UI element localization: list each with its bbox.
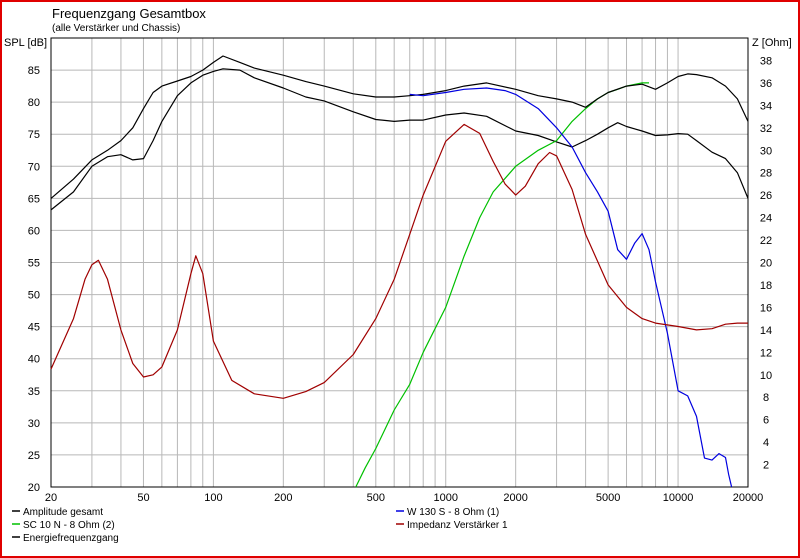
y-tick-label: 80 (28, 97, 40, 109)
x-tick-label: 5000 (596, 492, 620, 504)
legend-label: SC 10 N - 8 Ohm (2) (23, 520, 115, 531)
y-tick-label: 50 (28, 290, 40, 302)
y-tick-label: 25 (28, 450, 40, 462)
y-tick-label: 60 (28, 225, 40, 237)
y-tick-label: 70 (28, 161, 40, 173)
series-line-4 (50, 123, 748, 399)
y-tick-label: 30 (28, 418, 40, 430)
x-tick-labels: 20 50 100 200 500 1000 2000 5000 10000 20000 (45, 492, 763, 504)
chart-subtitle: (alle Verstärker und Chassis) (52, 23, 180, 34)
y-tick-label: 20 (28, 482, 40, 494)
y2-tick-label: 4 (763, 437, 769, 449)
y2-tick-label: 20 (760, 258, 772, 270)
y2-tick-label: 38 (760, 55, 772, 67)
y2-tick-label: 8 (763, 392, 769, 404)
x-tick-label: 50 (137, 492, 149, 504)
chart-title: Frequenzgang Gesamtbox (52, 6, 206, 21)
y2-tick-label: 16 (760, 302, 772, 314)
legend-label: W 130 S - 8 Ohm (1) (407, 507, 499, 518)
y-tick-labels: 20 25 30 35 40 45 50 55 60 65 70 75 80 85 (28, 65, 40, 494)
x-tick-label: 20000 (733, 492, 764, 504)
y2-tick-label: 22 (760, 235, 772, 247)
y-tick-label: 75 (28, 129, 40, 141)
legend: Amplitude gesamt SC 10 N - 8 Ohm (2) Energ… (12, 507, 508, 544)
x-tick-label: 1000 (433, 492, 457, 504)
y2-tick-label: 24 (760, 213, 772, 225)
y-tick-label: 65 (28, 193, 40, 205)
y2-tick-label: 6 (763, 415, 769, 427)
series-line-1 (355, 82, 649, 488)
y-tick-label: 55 (28, 258, 40, 270)
series-lines (50, 55, 749, 488)
legend-label: Impedanz Verstärker 1 (407, 520, 508, 531)
y2-tick-label: 30 (760, 145, 772, 157)
y2-tick-label: 34 (760, 100, 772, 112)
series-line-0 (50, 68, 749, 211)
x-tick-label: 500 (367, 492, 385, 504)
grid (50, 38, 749, 487)
y2-axis-label: Z [Ohm] (752, 37, 792, 49)
x-tick-label: 2000 (503, 492, 527, 504)
y-tick-label: 45 (28, 322, 40, 334)
y2-tick-label: 14 (760, 325, 772, 337)
y-axis-label: SPL [dB] (4, 37, 47, 49)
y2-tick-label: 32 (760, 123, 772, 135)
plot-area (50, 37, 749, 488)
y2-tick-label: 12 (760, 347, 772, 359)
y2-tick-label: 28 (760, 168, 772, 180)
series-line-3 (409, 87, 733, 488)
y2-tick-label: 2 (763, 460, 769, 472)
x-tick-label: 200 (274, 492, 292, 504)
series-line-2 (50, 55, 749, 199)
y2-tick-label: 36 (760, 78, 772, 90)
y-tick-label: 35 (28, 386, 40, 398)
x-tick-label: 100 (204, 492, 222, 504)
y2-tick-label: 18 (760, 280, 772, 292)
y-tick-label: 40 (28, 354, 40, 366)
y2-tick-label: 26 (760, 190, 772, 202)
x-tick-label: 10000 (663, 492, 694, 504)
legend-label: Energiefrequenzgang (23, 533, 119, 544)
legend-label: Amplitude gesamt (23, 507, 103, 518)
y-tick-label: 85 (28, 65, 40, 77)
x-tick-label: 20 (45, 492, 57, 504)
y2-tick-label: 10 (760, 370, 772, 382)
